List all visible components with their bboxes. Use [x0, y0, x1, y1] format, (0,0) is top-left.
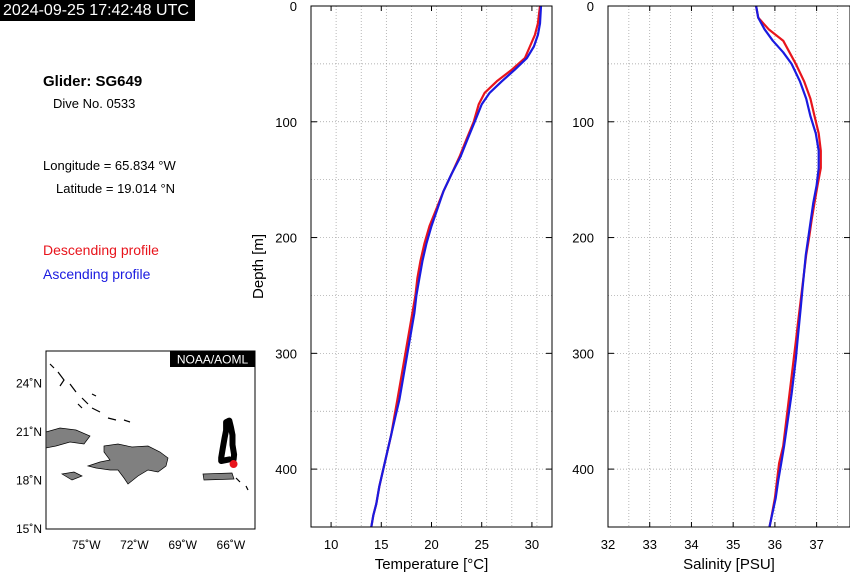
- y-tick-label: 200: [275, 231, 297, 246]
- glider-track: [218, 417, 238, 464]
- map-land: [45, 363, 249, 491]
- timestamp-label: 2024-09-25 17:42:48 UTC: [0, 0, 195, 21]
- x-axis-label: Salinity [PSU]: [683, 556, 775, 573]
- x-tick-label: 32: [601, 537, 615, 552]
- land-bahamas: [49, 363, 249, 491]
- map-lat-label: 24˚N: [16, 376, 42, 390]
- x-tick-label: 37: [809, 537, 823, 552]
- y-tick-label: 300: [572, 346, 594, 361]
- y-tick-label: 0: [290, 0, 297, 14]
- land-hispaniola: [86, 443, 169, 485]
- map-inset: NOAA/AOML 75˚W 72˚W 69˚W 66˚W 24˚N 21˚N 18˚N 15…: [16, 350, 256, 552]
- map-lon-label: 69˚W: [168, 538, 197, 552]
- series-line-ascending: [755, 5, 820, 528]
- map-lat-label: 21˚N: [16, 425, 42, 439]
- y-tick-label: 100: [572, 115, 594, 130]
- legend-ascending: Ascending profile: [43, 266, 151, 282]
- plot-frame: [607, 5, 850, 528]
- map-lon-label: 66˚W: [217, 538, 246, 552]
- y-tick-label: 100: [275, 115, 297, 130]
- x-tick-label: 33: [642, 537, 656, 552]
- map-lat-label: 15˚N: [16, 522, 42, 536]
- salinity-chart: 32 33 34 35 36 37 0 100 200 300 400 Salinity [PSU]: [572, 0, 850, 573]
- legend-descending: Descending profile: [43, 242, 159, 258]
- series-line-ascending: [370, 5, 543, 528]
- plot-frame: [310, 5, 553, 528]
- series-line-descending: [755, 5, 822, 528]
- map-lon-label: 72˚W: [120, 538, 149, 552]
- glider-position-marker: [229, 460, 238, 469]
- y-tick-label: 200: [572, 231, 594, 246]
- y-tick-label: 400: [572, 462, 594, 477]
- land-cuba: [45, 427, 91, 449]
- y-axis-label: Depth [m]: [250, 234, 267, 299]
- land-jamaica: [61, 471, 83, 481]
- map-badge: NOAA/AOML: [177, 353, 249, 367]
- map-axis-labels: 75˚W 72˚W 69˚W 66˚W 24˚N 21˚N 18˚N 15˚N: [16, 376, 246, 552]
- glider-name: Glider: SG649: [43, 73, 143, 90]
- x-tick-label: 36: [768, 537, 782, 552]
- x-tick-label: 35: [726, 537, 740, 552]
- y-tick-label: 400: [275, 462, 297, 477]
- map-badge-bg: [170, 351, 255, 367]
- latitude-readout: Latitude = 19.014 °N: [56, 181, 176, 196]
- map-lon-label: 75˚W: [72, 538, 101, 552]
- x-axis-label: Temperature [°C]: [375, 556, 489, 573]
- x-tick-label: 15: [374, 537, 388, 552]
- series-line-descending: [370, 5, 542, 528]
- x-tick-label: 30: [525, 537, 539, 552]
- y-tick-label: 0: [587, 0, 594, 14]
- y-tick-label: 300: [275, 346, 297, 361]
- x-tick-label: 34: [684, 537, 698, 552]
- x-tick-label: 10: [324, 537, 338, 552]
- longitude-readout: Longitude = 65.834 °W: [43, 158, 176, 173]
- map-lat-label: 18˚N: [16, 473, 42, 487]
- x-tick-label: 20: [424, 537, 438, 552]
- x-tick-label: 25: [474, 537, 488, 552]
- dive-number: Dive No. 0533: [53, 96, 136, 111]
- land-puerto-rico: [202, 472, 235, 481]
